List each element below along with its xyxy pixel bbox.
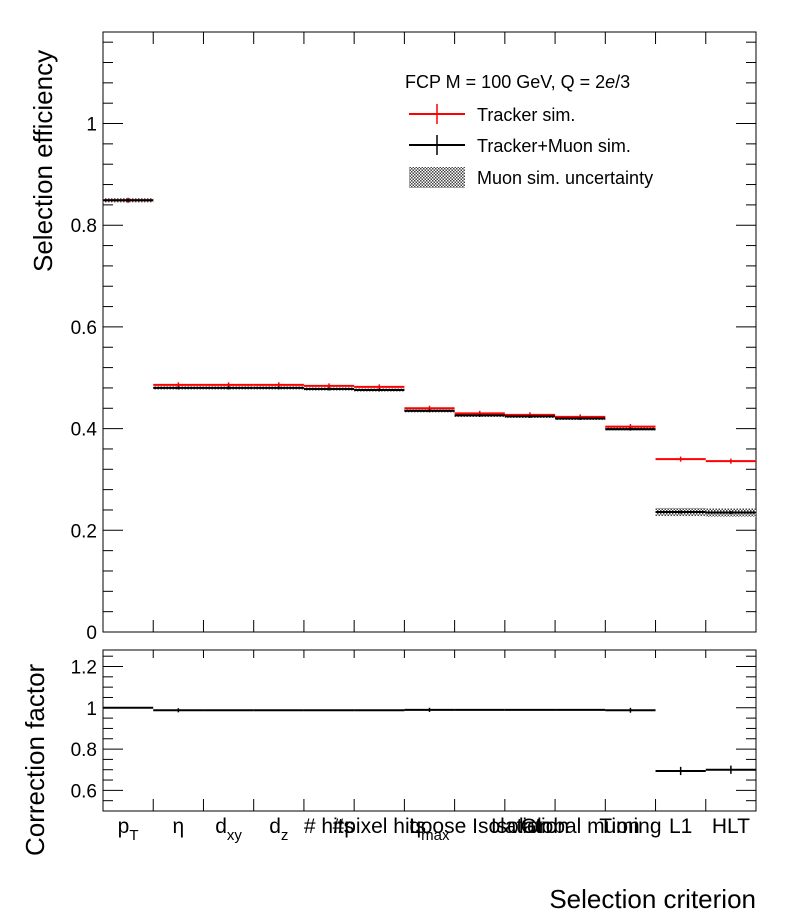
x-category-label: dxy — [215, 815, 242, 844]
x-category-label: pT — [118, 815, 139, 844]
x-category-label: # hits — [304, 815, 354, 838]
top-y-tick-label: 1 — [86, 115, 97, 136]
top-y-axis: 0 0.2 0.4 0.6 0.8 1 — [71, 41, 756, 644]
tracker-muon-sim-series — [103, 198, 756, 515]
top-y-tick-label: 0.4 — [71, 420, 98, 441]
x-category-label: Timing — [599, 815, 661, 838]
bottom-y-tick-label: 1.2 — [71, 658, 97, 679]
x-category-label-main: Isolation — [491, 815, 569, 838]
top-y-tick-label: 0.2 — [71, 521, 97, 542]
top-panel-frame — [102, 31, 757, 633]
top-y-tick-label: 0.8 — [71, 216, 97, 237]
x-category-label-main: Global muon — [521, 815, 640, 838]
x-category-label: Loose Isolation — [409, 815, 550, 838]
top-y-tick-label: 0 — [86, 623, 97, 644]
x-category-label: Isolation — [491, 815, 569, 838]
x-category-label: dz — [269, 815, 288, 844]
x-category-label-main: p — [118, 815, 130, 838]
x-category-label-main: q — [409, 815, 421, 838]
legend-entry-tracker-sim: Tracker sim. — [409, 104, 575, 125]
x-category-label-main: Timing — [599, 815, 661, 838]
top-y-axis-title: Selection efficiency — [28, 50, 58, 272]
x-category-label-main: L1 — [669, 815, 692, 838]
x-category-label-main: η — [173, 815, 185, 838]
x-category-label: qmax — [409, 815, 450, 844]
x-category-label-main: Loose Isolation — [409, 815, 550, 838]
legend-label-tracker-muon-sim: Tracker+Muon sim. — [477, 136, 631, 156]
bottom-y-tick-label: 0.6 — [71, 781, 97, 802]
x-category-label: η — [173, 815, 185, 838]
legend-label-muon-uncertainty: Muon sim. uncertainty — [477, 168, 653, 188]
legend: FCP M = 100 GeV, Q = 2e/3 Tracker sim. T… — [405, 72, 653, 188]
legend-entry-tracker-muon-sim: Tracker+Muon sim. — [409, 135, 631, 156]
muon-uncertainty-band — [103, 198, 756, 517]
x-category-label-sub: xy — [227, 827, 243, 844]
legend-entry-muon-uncertainty: Muon sim. uncertainty — [409, 167, 653, 188]
x-category-label-main: HLT — [712, 815, 750, 838]
x-category-label: HLT — [712, 815, 750, 838]
x-category-label-main: d — [269, 815, 281, 838]
x-category-label-main: #pixel hits — [333, 815, 426, 838]
x-category-label-sub: z — [281, 827, 289, 844]
bottom-y-axis: 0.6 0.8 1 1.2 — [71, 655, 756, 802]
x-category-label-main: d — [215, 815, 227, 838]
x-category-label-sub: T — [129, 827, 138, 844]
x-category-label-sub: max — [421, 827, 450, 844]
legend-label-tracker-sim: Tracker sim. — [477, 105, 575, 125]
correction-factor-series — [103, 706, 756, 776]
x-category-label: L1 — [669, 815, 692, 838]
x-category-label: Global muon — [521, 815, 640, 838]
top-y-tick-label: 0.6 — [71, 318, 97, 339]
legend-title: FCP M = 100 GeV, Q = 2e/3 — [405, 72, 630, 92]
x-category-label-main: # hits — [304, 815, 354, 838]
bottom-y-axis-title: Correction factor — [20, 663, 50, 856]
tracker-sim-series — [103, 197, 756, 464]
x-axis-title: Selection criterion — [549, 884, 756, 914]
bottom-panel-frame — [102, 649, 757, 812]
bottom-y-tick-label: 1 — [86, 699, 97, 720]
x-category-label: #pixel hits — [333, 815, 426, 838]
x-axis-ticks — [152, 32, 707, 811]
bottom-y-tick-label: 0.8 — [71, 740, 97, 761]
